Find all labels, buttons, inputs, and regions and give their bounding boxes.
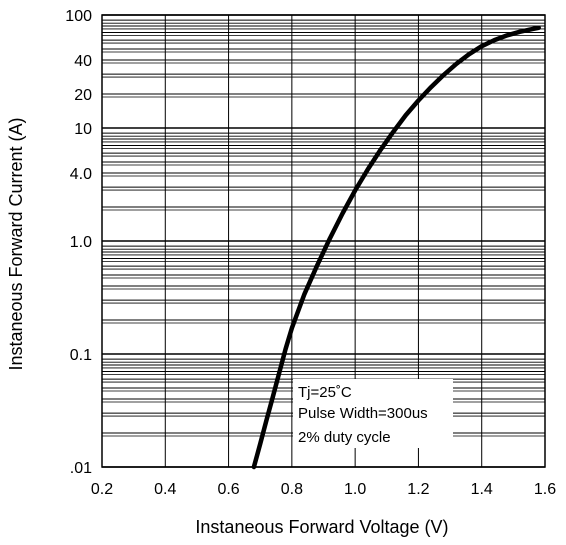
x-tick-label: 1.4	[471, 481, 493, 498]
annotation-temperature: Tj=25˚C	[298, 384, 352, 401]
forward-current-curve	[251, 25, 541, 470]
y-tick-label: 4.0	[70, 166, 92, 183]
x-tick-label: 1.2	[407, 481, 429, 498]
y-tick-label: 0.1	[70, 347, 92, 364]
y-tick-label: 10	[74, 121, 92, 138]
annotation-pulse-width: Pulse Width=300us	[298, 405, 428, 422]
x-tick-label: 0.6	[217, 481, 239, 498]
y-tick-label: 100	[65, 8, 92, 25]
y-tick-label: 20	[74, 87, 92, 104]
curve-layer	[251, 25, 541, 470]
plot-frame	[101, 14, 546, 468]
grid-layer	[101, 14, 546, 468]
x-tick-label: 0.2	[91, 481, 113, 498]
y-tick-label: .01	[70, 460, 92, 477]
tick-label-layer: 0.2 0.4 0.6 0.8 1.0 1.2 1.4 1.6 .01 0.1 1.0 4.0 10 20…	[65, 8, 556, 498]
x-axis-label: Instaneous Forward Voltage (V)	[195, 517, 448, 537]
annotation-duty-cycle: 2% duty cycle	[298, 429, 391, 446]
x-tick-label: 0.4	[154, 481, 176, 498]
y-tick-label: 40	[74, 53, 92, 70]
x-tick-label: 1.6	[534, 481, 556, 498]
x-tick-label: 1.0	[344, 481, 366, 498]
y-tick-label: 1.0	[70, 234, 92, 251]
annotation-box	[293, 379, 453, 448]
y-axis-label: Instaneous Forward Current (A)	[6, 117, 26, 370]
x-tick-label: 0.8	[281, 481, 303, 498]
